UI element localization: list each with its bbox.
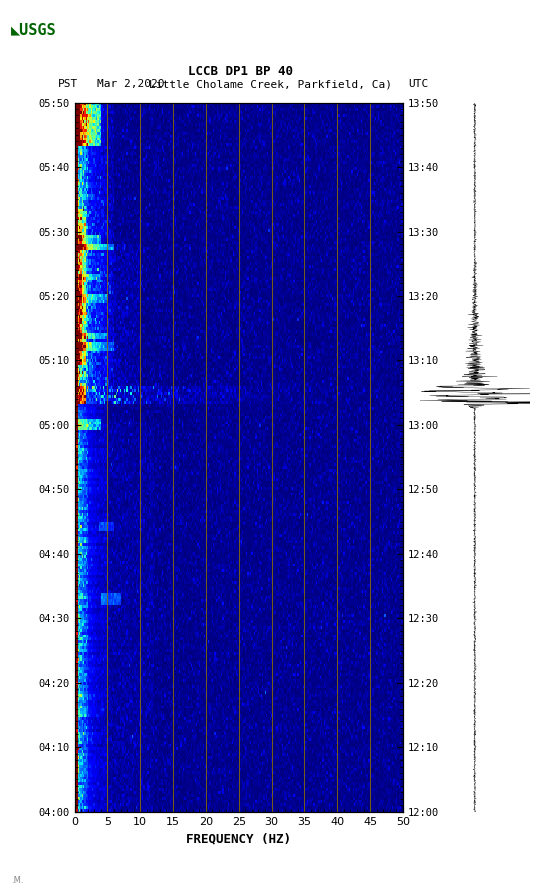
Text: ◣USGS: ◣USGS <box>11 22 57 37</box>
Text: Little Cholame Creek, Parkfield, Ca): Little Cholame Creek, Parkfield, Ca) <box>149 79 392 89</box>
Text: UTC: UTC <box>408 79 429 89</box>
Text: PST: PST <box>58 79 78 89</box>
Text: LCCB DP1 BP 40: LCCB DP1 BP 40 <box>188 65 293 78</box>
Text: .M.: .M. <box>11 876 24 885</box>
X-axis label: FREQUENCY (HZ): FREQUENCY (HZ) <box>186 832 291 845</box>
Text: Mar 2,2020: Mar 2,2020 <box>97 79 164 89</box>
